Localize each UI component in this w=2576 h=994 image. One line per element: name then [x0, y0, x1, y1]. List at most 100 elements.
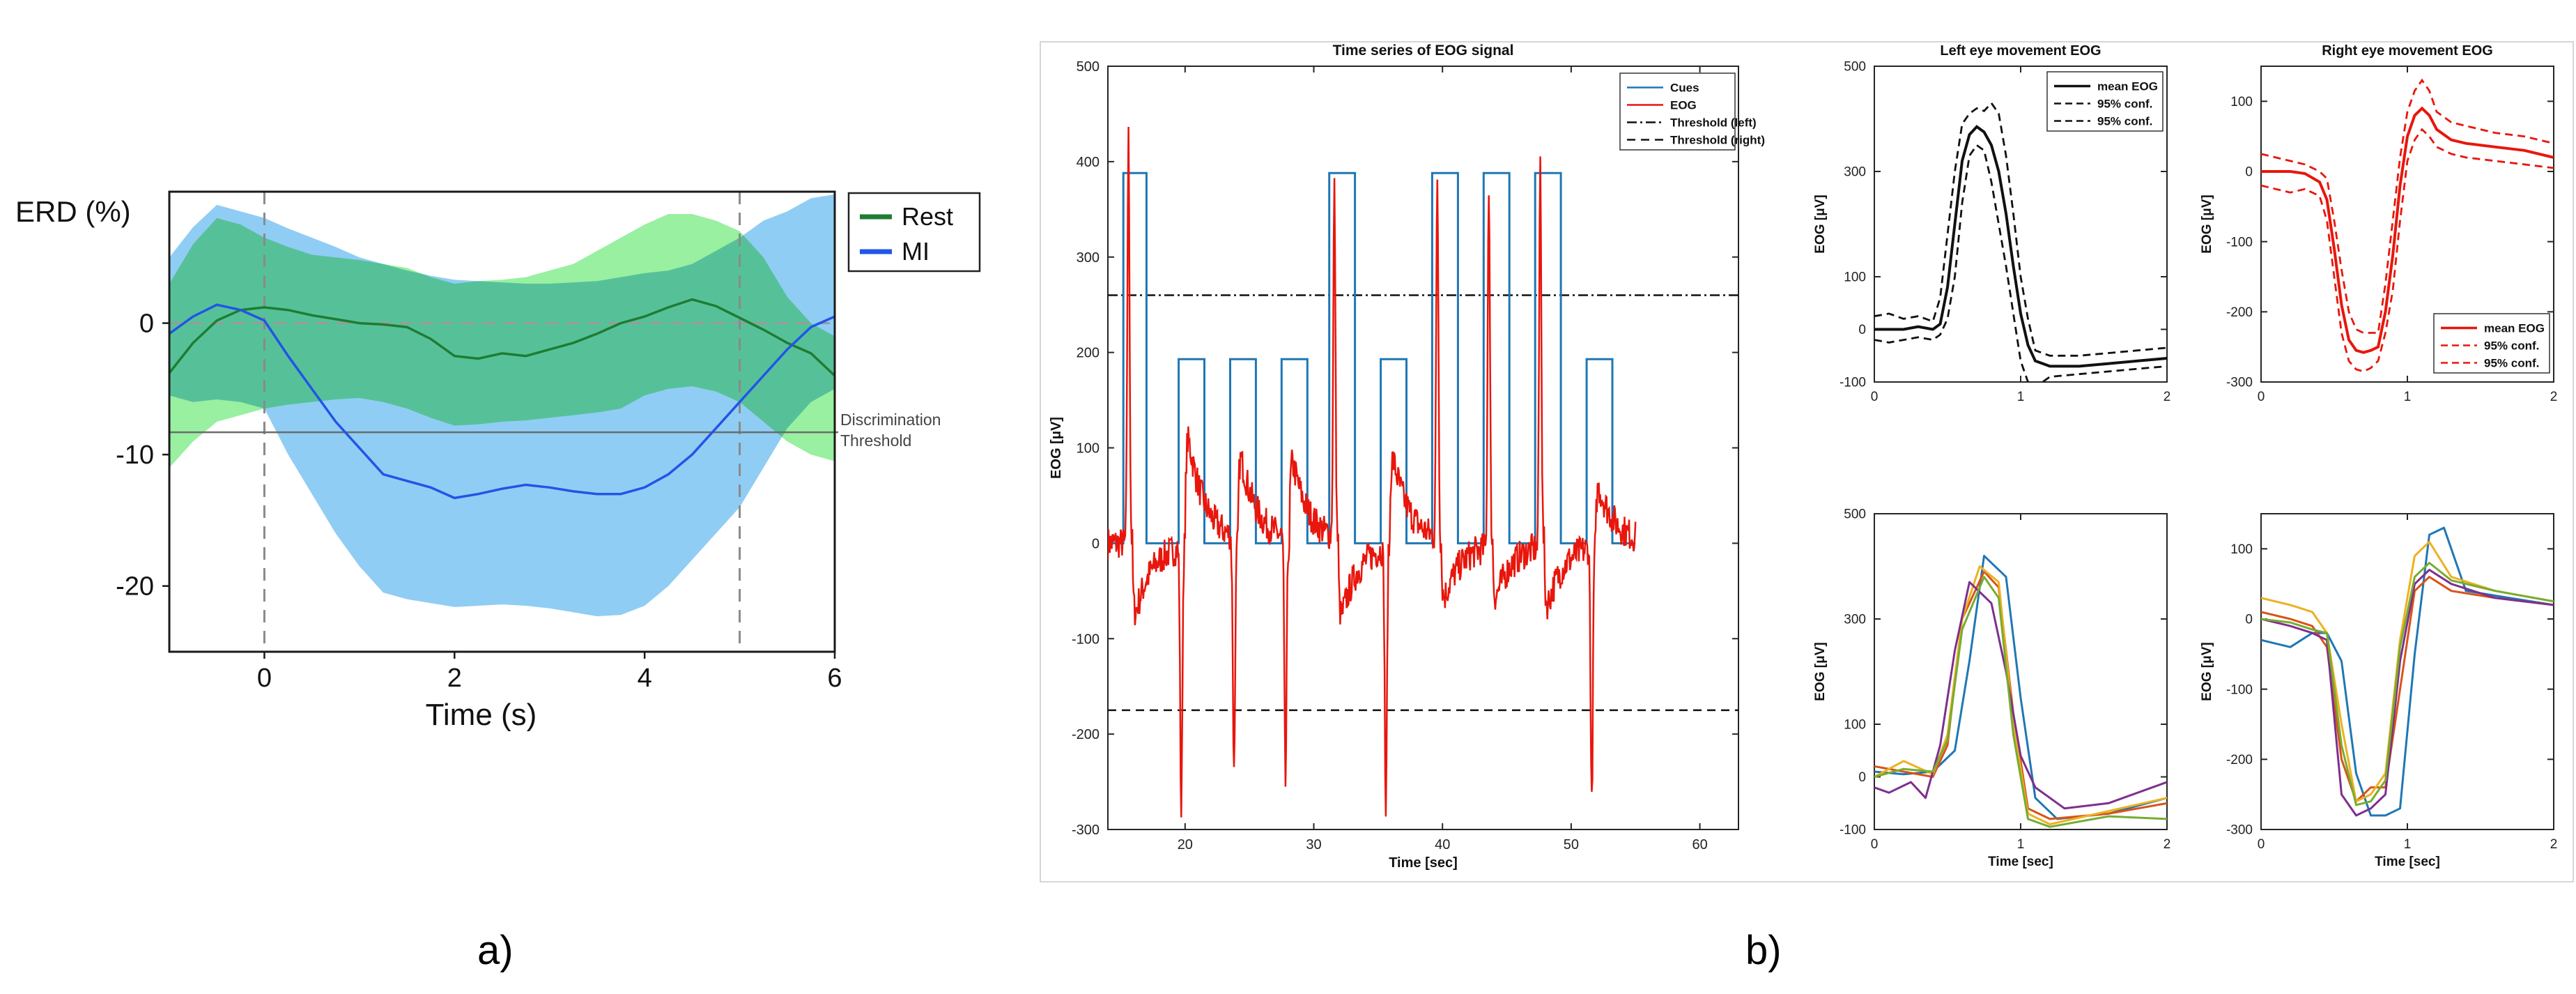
erd-legend-label: MI — [902, 237, 930, 266]
axes-erd: Discrimination Threshold 0 -10 -20 0 2 4 6 ERD (%… — [15, 190, 981, 732]
eog-ts-legend-box — [1619, 72, 1736, 151]
eog-ts-xtick-label: 60 — [1692, 837, 1707, 852]
left-trials-ytick-label: 500 — [1844, 507, 1866, 522]
left-trials-xtick-label: 2 — [2164, 837, 2171, 852]
left-mean-ytick-label: -100 — [1840, 376, 1866, 390]
left-mean-confidence-line — [1874, 101, 2167, 357]
left-mean-confidence-line — [1874, 144, 2167, 382]
right-trials-ylabel: EOG [μV] — [2200, 642, 2214, 701]
erd-ytick-label: -10 — [116, 441, 154, 470]
right-mean-legend-label: mean EOG — [2484, 321, 2545, 335]
right-trials-xtick-label: 1 — [2404, 837, 2412, 852]
left-mean-legend-label: 95% conf. — [2097, 97, 2152, 110]
left-trials-trial-line — [1874, 576, 2167, 828]
left-trials-ylabel: EOG [μV] — [1813, 642, 1828, 701]
axes-right-mean: -300 -200 -100 0 100 0 1 2 Right eye movement EO… — [2200, 43, 2557, 404]
right-mean-mean-line — [2261, 106, 2554, 354]
left-mean-title: Left eye movement EOG — [1940, 43, 2101, 59]
right-trials-plot-area — [2260, 513, 2554, 830]
eog-ts-ytick-label: 100 — [1077, 441, 1100, 457]
left-trials-xtick-label: 0 — [1871, 837, 1879, 852]
right-trials-xtick-label: 0 — [2258, 837, 2265, 852]
right-mean-ytick-label: -300 — [2226, 376, 2253, 390]
eog-ts-legend-label: Cues — [1670, 81, 1699, 94]
right-mean-xtick-label: 0 — [2258, 390, 2265, 404]
eog-ts-xtick-label: 40 — [1435, 837, 1450, 852]
left-mean-mean-line — [1874, 125, 2167, 368]
left-mean-ytick-label: 300 — [1844, 165, 1866, 180]
right-mean-title: Right eye movement EOG — [2322, 43, 2493, 59]
eog-ts-xtick-label: 30 — [1306, 837, 1321, 852]
erd-legend-label: Rest — [902, 202, 953, 231]
right-mean-xtick-label: 1 — [2404, 390, 2412, 404]
threshold-label: Discrimination — [840, 411, 941, 429]
axes-eog-ts: -300 -200 -100 0 100 200 300 400 500 20 30 40 50 60 Ti… — [1049, 43, 1765, 871]
eog-ts-legend-label: EOG — [1670, 98, 1697, 112]
left-trials-trial-line — [1874, 581, 2167, 810]
left-trials-ytick-label: -100 — [1840, 823, 1866, 838]
right-mean-ytick-label: -100 — [2226, 235, 2253, 250]
eog-ts-ytick-label: -200 — [1072, 727, 1100, 742]
eog-ts-legend-label: Threshold (right) — [1670, 133, 1765, 146]
left-mean-legend-label: mean EOG — [2097, 79, 2158, 93]
right-trials-ytick-label: 100 — [2230, 542, 2253, 557]
right-mean-ylabel: EOG [μV] — [2200, 194, 2214, 253]
eog-ts-ytick-label: 500 — [1077, 59, 1100, 75]
left-trials-xlabel: Time [sec] — [1988, 855, 2053, 869]
eog-ts-legend-label: Threshold (left) — [1670, 116, 1757, 129]
erd-legend-box — [847, 192, 981, 273]
erd-xlabel: Time (s) — [426, 698, 537, 732]
mi-mean-line — [169, 303, 835, 500]
erd-ytick-label: -20 — [116, 572, 154, 602]
axes-right-trials: -300 -200 -100 0 100 0 1 2 Time [sec] EOG [μV] — [2200, 513, 2557, 869]
eog-ts-ytick-label: 300 — [1077, 250, 1100, 266]
rest-confidence-band — [169, 214, 835, 468]
right-mean-confidence-line — [2261, 128, 2554, 373]
eog-ts-plot-area — [1107, 66, 1739, 830]
left-mean-xtick-label: 0 — [1871, 390, 1879, 404]
eog-ts-title: Time series of EOG signal — [1333, 43, 1514, 59]
left-trials-ytick-label: 300 — [1844, 613, 1866, 627]
erd-ylabel: ERD (%) — [15, 195, 131, 228]
left-mean-xtick-label: 2 — [2164, 390, 2171, 404]
erd-ytick-label: 0 — [139, 309, 154, 339]
eog-ts-xlabel: Time [sec] — [1389, 855, 1458, 871]
erd-frame — [168, 190, 836, 653]
right-trials-trial-line — [2261, 562, 2554, 806]
left-mean-legend-label: 95% conf. — [2097, 114, 2152, 128]
left-mean-ytick-label: 100 — [1844, 270, 1866, 285]
left-mean-ytick-label: 0 — [1858, 323, 1866, 337]
panel-a-label: a) — [477, 928, 514, 973]
right-mean-xtick-label: 2 — [2550, 390, 2558, 404]
eog-ts-xtick-label: 20 — [1178, 837, 1193, 852]
left-trials-xtick-label: 1 — [2017, 837, 2025, 852]
right-trials-trial-line — [2261, 540, 2554, 803]
left-trials-trial-line — [1874, 570, 2167, 820]
eog-ts-ytick-label: 0 — [1092, 536, 1100, 551]
right-trials-ytick-label: -200 — [2226, 753, 2253, 767]
erd-xtick-label: 2 — [447, 664, 462, 693]
eog-ts-xtick-label: 50 — [1564, 837, 1579, 852]
right-trials-trial-line — [2261, 569, 2554, 817]
right-trials-ytick-label: -300 — [2226, 823, 2253, 838]
right-mean-ytick-label: 0 — [2245, 165, 2253, 180]
right-mean-legend-label: 95% conf. — [2484, 339, 2539, 352]
panel-b-label: b) — [1745, 928, 1782, 973]
right-trials-xlabel: Time [sec] — [2375, 855, 2440, 869]
eog-ts-ytick-label: -300 — [1072, 823, 1100, 838]
right-mean-legend-label: 95% conf. — [2484, 356, 2539, 369]
left-mean-xtick-label: 1 — [2017, 390, 2025, 404]
right-trials-ytick-label: 0 — [2245, 613, 2253, 627]
right-trials-ytick-label: -100 — [2226, 682, 2253, 697]
left-mean-ytick-label: 500 — [1844, 60, 1866, 75]
right-mean-ytick-label: -200 — [2226, 305, 2253, 320]
erd-xtick-label: 0 — [257, 664, 272, 693]
axes-left-trials: -100 0 100 300 500 0 1 2 Time [sec] EOG [μV] — [1813, 507, 2170, 869]
rest-mean-line — [169, 298, 835, 377]
right-mean-ytick-label: 100 — [2230, 95, 2253, 109]
erd-xtick-label: 4 — [638, 664, 652, 693]
eog-ts-ytick-label: -100 — [1072, 632, 1100, 647]
left-mean-ylabel: EOG [μV] — [1813, 194, 1828, 253]
left-trials-ytick-label: 0 — [1858, 770, 1866, 785]
